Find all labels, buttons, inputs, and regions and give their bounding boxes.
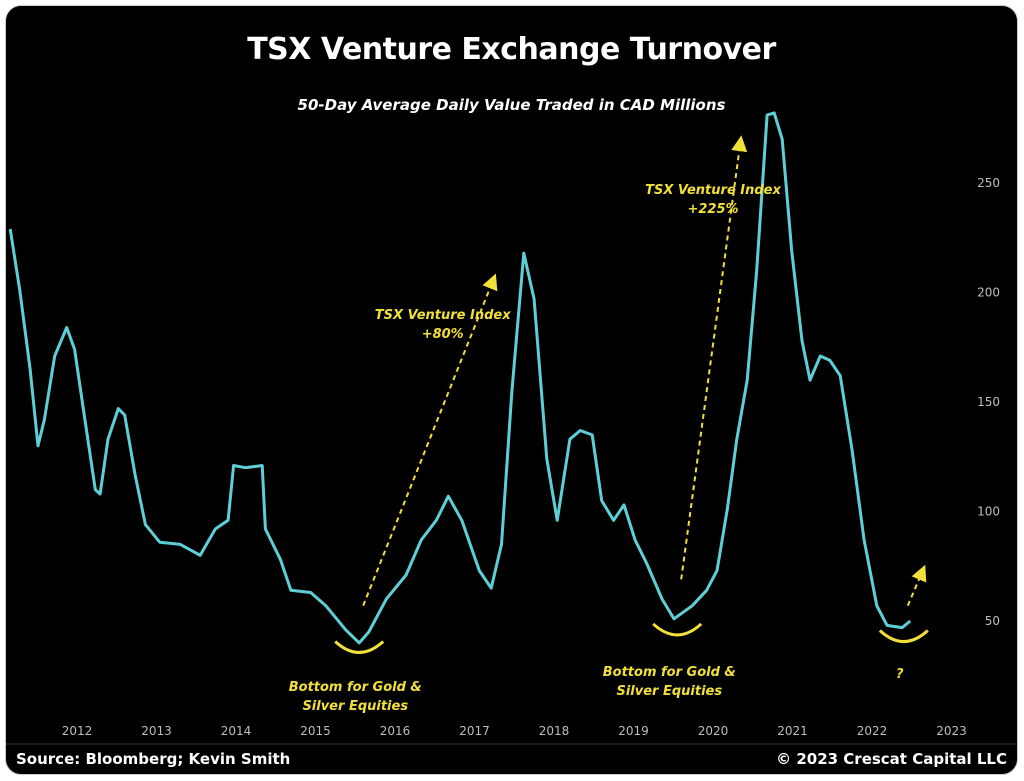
dashed-arrow	[362, 273, 498, 607]
footer-divider	[6, 743, 1017, 745]
annotation-text: +225%	[687, 202, 738, 217]
chart-subtitle: 50-Day Average Daily Value Traded in CAD…	[297, 96, 726, 114]
bottom-arc-marker	[334, 640, 385, 654]
x-tick-label: 2022	[857, 724, 888, 738]
x-tick-label: 2016	[380, 724, 411, 738]
y-tick-label: 100	[977, 505, 1000, 519]
annotation-text: +80%	[422, 327, 464, 342]
annotation-text: Silver Equities	[616, 684, 722, 699]
annotation-text: ?	[896, 667, 904, 682]
x-tick-label: 2023	[936, 724, 967, 738]
x-tick-label: 2013	[141, 724, 172, 738]
x-tick-label: 2021	[777, 724, 808, 738]
x-tick-label: 2012	[62, 724, 93, 738]
annotation-text: Bottom for Gold &	[289, 680, 422, 695]
y-tick-label: 200	[977, 286, 1000, 300]
copyright-note: © 2023 Crescat Capital LLC	[776, 750, 1007, 768]
dashed-arrow	[906, 564, 927, 607]
annotation-text: Bottom for Gold &	[603, 665, 736, 680]
x-tick-label: 2020	[698, 724, 729, 738]
x-tick-label: 2017	[459, 724, 490, 738]
x-tick-label: 2018	[539, 724, 570, 738]
x-tick-label: 2014	[221, 724, 252, 738]
dashed-arrow	[680, 135, 748, 580]
bottom-arc-marker	[878, 629, 929, 644]
annotation-text: Silver Equities	[302, 699, 408, 714]
source-note: Source: Bloomberg; Kevin Smith	[16, 750, 291, 768]
chart-title: TSX Venture Exchange Turnover	[247, 32, 776, 67]
annotation-text: TSX Venture Index	[375, 308, 511, 323]
bottom-arc-marker	[652, 622, 703, 637]
y-tick-label: 50	[985, 614, 1000, 628]
series-line	[8, 111, 912, 645]
x-tick-label: 2019	[618, 724, 649, 738]
annotation-text: TSX Venture Index	[645, 183, 781, 198]
chart-panel: TSX Venture Exchange Turnover 50-Day Ave…	[5, 5, 1018, 775]
y-tick-label: 250	[977, 176, 1000, 190]
y-tick-label: 150	[977, 395, 1000, 409]
x-tick-label: 2015	[300, 724, 331, 738]
